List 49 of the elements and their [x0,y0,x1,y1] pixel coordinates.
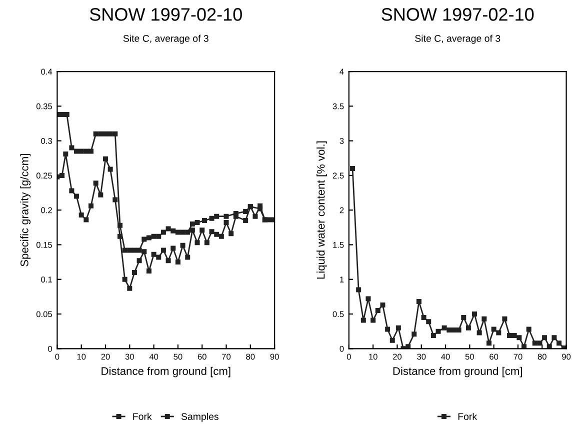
x-tick-label: 70 [514,354,522,360]
x-tick-label: 70 [222,354,231,360]
x-tick-label: 50 [465,354,474,360]
chart-title: SNOW 1997-02-10 [90,8,242,21]
x-tick-label: 60 [490,354,498,360]
y-tick-label: 0.1 [41,276,52,282]
y-tick-label: 2.5 [332,172,344,179]
y-tick-label: 0.3 [41,138,52,144]
x-tick-label: 50 [174,354,182,360]
x-tick-label: 80 [246,354,255,360]
y-tick-label: 2 [340,207,344,214]
y-axis-title: Specific gravity [g/ccm] [20,154,31,266]
y-tick-label: 0 [340,346,344,352]
x-tick-label: 0 [346,354,351,360]
y-tick-label: 1.5 [333,242,344,248]
chart-subtitle: Site C, average of 3 [415,34,500,44]
x-tick-label: 20 [101,354,110,360]
x-tick-label: 40 [441,354,450,360]
x-axis-title: Distance from ground [cm] [393,366,522,378]
y-tick-label: 1 [340,276,344,282]
x-tick-label: 60 [198,354,206,360]
y-axis-title: Liquid water content [% vol.] [316,141,327,279]
x-tick-label: 40 [149,354,158,360]
x-tick-label: 30 [125,354,134,360]
x-tick-label: 90 [270,354,279,360]
y-tick-label: 0.2 [41,207,52,214]
legend-label: Samples [181,412,218,422]
y-tick-label: 0.05 [36,311,52,318]
x-tick-label: 20 [393,354,402,360]
chart-title: SNOW 1997-02-10 [382,8,534,21]
y-tick-label: 0.35 [36,103,52,110]
x-tick-label: 30 [417,354,426,360]
legend-label: Fork [458,412,478,420]
legend-label: Fork [133,412,152,420]
y-tick-label: 0.25 [36,172,52,179]
y-tick-label: 0.4 [41,68,52,75]
chart-subtitle: Site C, average of 3 [123,34,208,44]
x-tick-label: 10 [77,354,86,360]
y-tick-label: 3 [340,138,344,144]
y-tick-label: 0 [48,346,52,352]
y-tick-label: 4 [340,68,344,75]
x-tick-label: 10 [369,354,378,360]
x-tick-label: 80 [538,354,546,360]
y-tick-label: 3.5 [332,103,344,110]
y-tick-label: 0.5 [332,311,344,318]
x-axis-title: Distance from ground [cm] [102,366,230,378]
y-tick-label: 0.15 [36,242,52,248]
x-tick-label: 90 [562,354,571,360]
x-tick-label: 0 [55,354,60,360]
